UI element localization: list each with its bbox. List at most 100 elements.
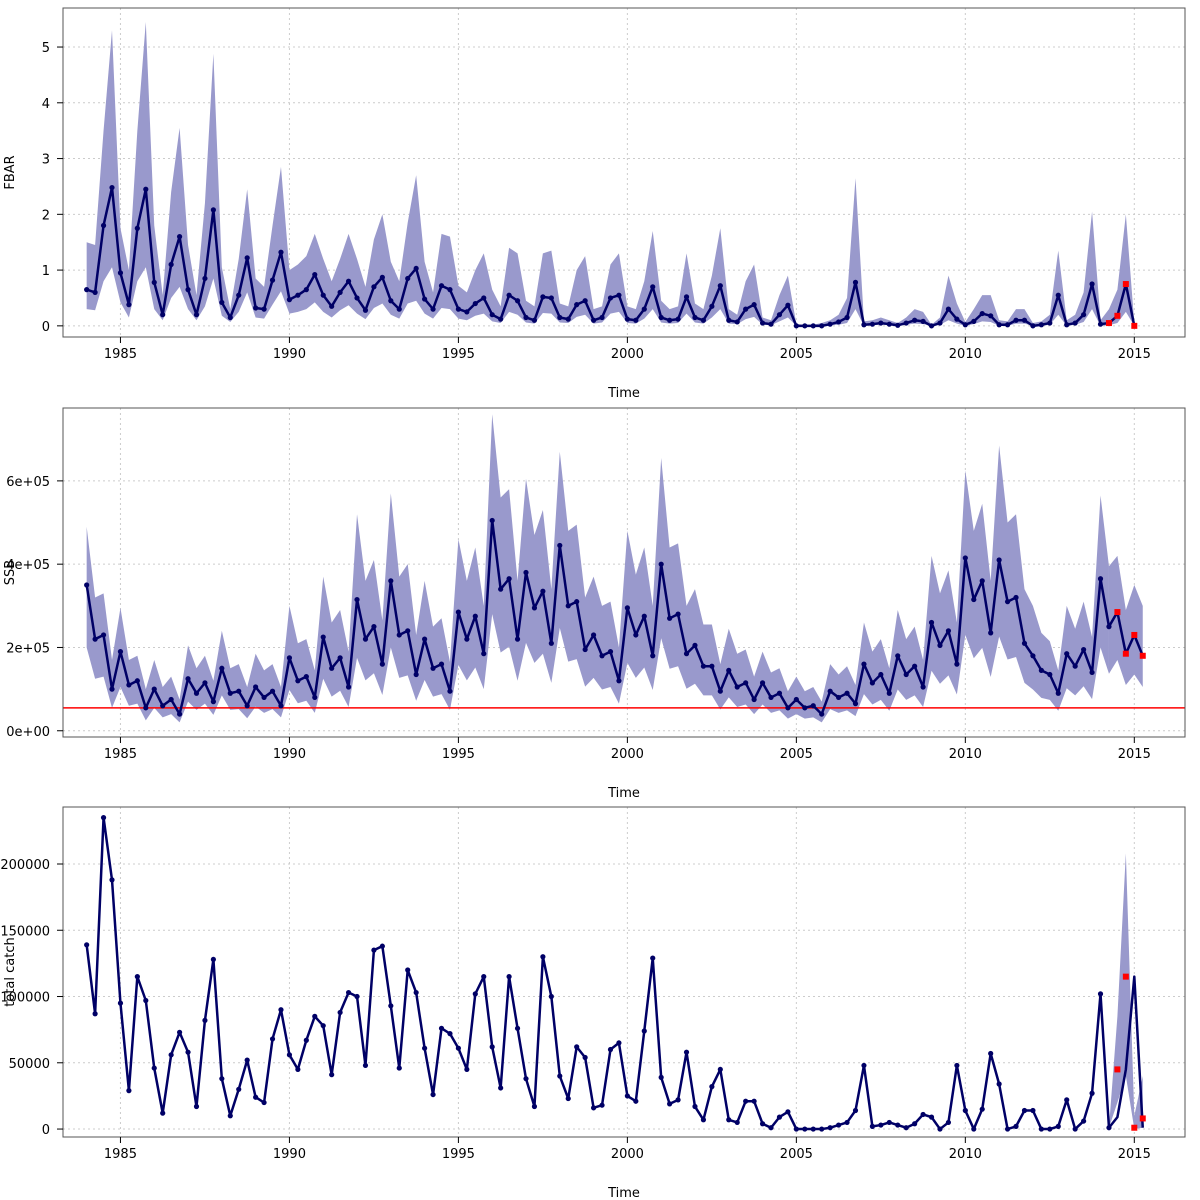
data-point [1081, 312, 1087, 318]
data-point [835, 319, 842, 325]
data-point [464, 636, 470, 642]
forecast-point [1105, 320, 1112, 327]
data-point [709, 663, 715, 669]
data-point [785, 1109, 791, 1115]
data-point [658, 1074, 664, 1080]
data-point [1038, 1126, 1044, 1132]
data-point [827, 321, 833, 327]
data-point [557, 1073, 563, 1079]
data-point [1081, 646, 1087, 653]
data-point [405, 275, 411, 282]
data-point [210, 956, 216, 963]
data-point [447, 287, 453, 293]
data-point [1013, 594, 1019, 601]
data-point [422, 296, 428, 302]
data-point [329, 1072, 335, 1078]
data-point [405, 967, 411, 973]
data-point [903, 671, 909, 678]
x-tick-label: 2005 [780, 1147, 813, 1162]
data-point [692, 1103, 698, 1110]
data-point [1089, 669, 1095, 676]
data-point [396, 632, 402, 638]
data-point [793, 696, 799, 703]
data-point [269, 277, 276, 283]
data-point [185, 1049, 191, 1055]
data-point [658, 561, 664, 567]
data-point [379, 943, 385, 949]
data-point [1064, 1097, 1070, 1103]
data-point [337, 655, 343, 661]
data-point [396, 306, 402, 312]
data-point [193, 690, 200, 696]
forecast-point [1122, 281, 1129, 288]
data-point [455, 306, 462, 312]
data-point [599, 1102, 605, 1108]
data-point [481, 651, 487, 657]
data-point [160, 703, 166, 709]
data-point [709, 1084, 715, 1090]
data-point [396, 1065, 402, 1071]
data-point [641, 613, 647, 619]
data-point [1097, 321, 1104, 327]
data-point [565, 316, 571, 322]
data-point [362, 1062, 369, 1069]
data-point [126, 1088, 132, 1094]
x-tick-label: 2015 [1118, 1147, 1151, 1162]
data-point [472, 991, 478, 997]
data-point [295, 678, 301, 684]
data-point [802, 323, 808, 329]
y-tick-label: 3 [42, 153, 50, 168]
data-point [472, 300, 478, 307]
data-point [852, 1107, 859, 1114]
data-point [886, 1119, 892, 1126]
data-point [785, 705, 791, 711]
data-point [726, 317, 732, 323]
data-point [616, 292, 622, 298]
data-point [565, 1095, 571, 1102]
data-point [388, 1003, 394, 1009]
data-point [345, 684, 352, 690]
data-point [286, 297, 293, 303]
data-point [422, 1045, 428, 1051]
data-point [202, 680, 208, 686]
y-axis-label: total catch [3, 937, 18, 1006]
data-point [498, 586, 504, 592]
data-point [269, 688, 276, 694]
data-point [540, 294, 546, 300]
data-point [1013, 317, 1019, 323]
data-point [886, 321, 892, 327]
data-point [895, 322, 901, 328]
data-point [971, 1126, 977, 1132]
data-point [692, 642, 698, 648]
data-point [168, 261, 174, 268]
data-point [675, 1097, 681, 1103]
data-point [523, 314, 529, 321]
data-point [861, 661, 867, 667]
data-point [1013, 1123, 1019, 1129]
data-point [1064, 651, 1070, 657]
data-point [1047, 1126, 1053, 1132]
data-point [1047, 671, 1053, 678]
data-point [84, 582, 90, 588]
data-point [160, 1110, 166, 1116]
data-point [979, 310, 985, 317]
data-point [743, 680, 749, 686]
data-point [869, 1123, 875, 1129]
forecast-point [1131, 631, 1138, 638]
data-point [574, 1044, 580, 1050]
data-point [489, 517, 495, 524]
data-point [590, 1105, 597, 1111]
data-point [1004, 599, 1011, 605]
y-tick-label: 1 [42, 264, 50, 279]
data-point [658, 314, 664, 321]
data-point [962, 322, 968, 328]
y-tick-label: 5 [42, 41, 50, 56]
data-point [227, 314, 233, 321]
data-point [709, 303, 715, 309]
data-point [176, 711, 183, 717]
data-point [810, 1126, 816, 1132]
data-point [1030, 1107, 1036, 1114]
data-point [100, 222, 107, 229]
chart-panel-1: 1985 1990 1995 2000 2005 2010 2015 Time 0 1 2 3 4 5 FB… [3, 7, 1186, 401]
data-point [371, 284, 377, 290]
